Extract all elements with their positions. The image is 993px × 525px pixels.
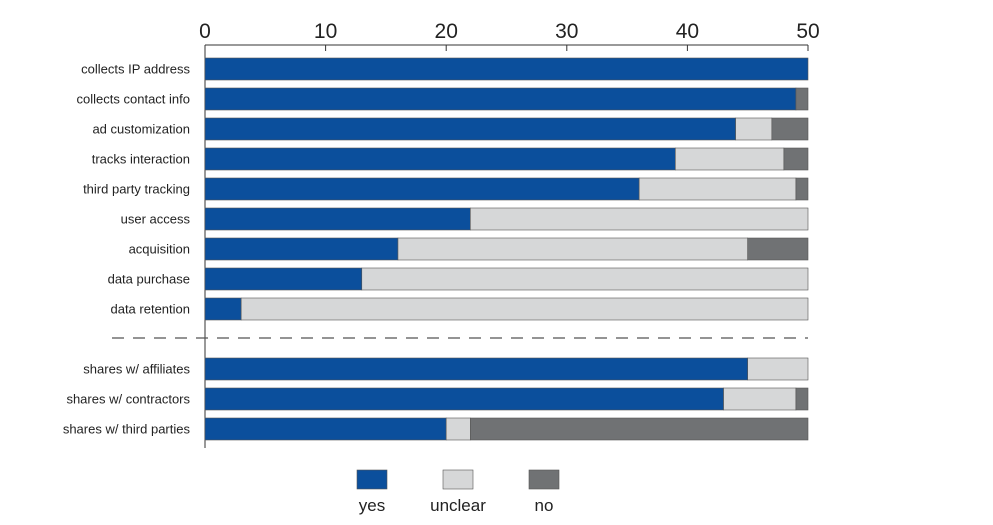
category-label: acquisition — [129, 242, 190, 257]
bar-yes — [204, 357, 749, 381]
legend-label-yes: yes — [359, 496, 385, 515]
category-label: collects contact info — [77, 92, 190, 107]
bar-yes — [204, 297, 242, 321]
x-tick-label: 20 — [435, 20, 458, 43]
bar-no — [747, 237, 809, 261]
x-axis: 0 10 20 30 40 50 — [199, 20, 820, 448]
category-label: shares w/ affiliates — [83, 362, 190, 377]
x-tick-label: 50 — [796, 20, 819, 43]
category-labels: collects IP address collects contact info… — [63, 62, 191, 437]
bar-yes — [204, 387, 724, 411]
category-label: collects IP address — [81, 62, 190, 77]
x-tick-label: 10 — [314, 20, 337, 43]
category-label: data retention — [110, 302, 190, 317]
bar-unclear — [723, 387, 797, 411]
legend-swatch-no — [528, 469, 560, 490]
category-label: user access — [121, 212, 191, 227]
bar-unclear — [675, 147, 785, 171]
x-tick-label: 30 — [555, 20, 578, 43]
category-label: third party tracking — [83, 182, 190, 197]
category-label: ad customization — [92, 122, 190, 137]
x-tick-label: 0 — [199, 20, 211, 43]
category-label: data purchase — [108, 272, 190, 287]
bars — [112, 57, 809, 441]
bar-yes — [204, 237, 399, 261]
bar-unclear — [397, 237, 748, 261]
legend: yes unclear no — [356, 469, 560, 515]
legend-swatch-yes — [356, 469, 388, 490]
bar-unclear — [240, 297, 809, 321]
bar-no — [783, 147, 809, 171]
bar-yes — [204, 117, 736, 141]
bar-yes — [204, 87, 797, 111]
bar-unclear — [735, 117, 773, 141]
bar-yes — [204, 177, 640, 201]
bar-yes — [204, 267, 363, 291]
bar-no — [795, 87, 809, 111]
bar-unclear — [470, 207, 809, 231]
category-label: shares w/ contractors — [66, 392, 190, 407]
legend-swatch-unclear — [442, 469, 474, 490]
legend-label-unclear: unclear — [430, 496, 486, 515]
bar-yes — [204, 207, 471, 231]
bar-no — [470, 417, 809, 441]
bar-unclear — [747, 357, 809, 381]
category-label: shares w/ third parties — [63, 422, 191, 437]
legend-label-no: no — [535, 496, 554, 515]
x-tick-label: 40 — [676, 20, 699, 43]
bar-no — [795, 177, 809, 201]
bar-yes — [204, 417, 447, 441]
bar-unclear — [638, 177, 797, 201]
bar-no — [771, 117, 809, 141]
bar-no — [795, 387, 809, 411]
category-label: tracks interaction — [92, 152, 190, 167]
bar-yes — [204, 57, 809, 81]
bar-unclear — [361, 267, 809, 291]
bar-unclear — [445, 417, 471, 441]
bar-yes — [204, 147, 676, 171]
